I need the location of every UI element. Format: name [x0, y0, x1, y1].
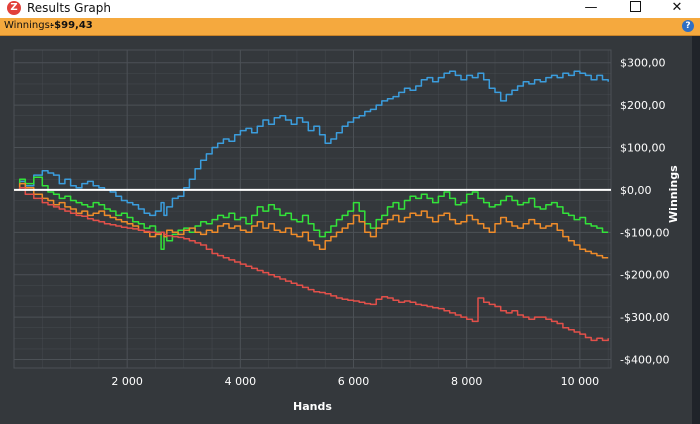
- y-tick-label: $0,00: [620, 184, 652, 197]
- y-tick-label: $200,00: [620, 99, 666, 112]
- series-line-blue: [14, 70, 609, 217]
- winnings-status-bar: Winnings: -$99,43 ?: [0, 18, 700, 36]
- results-chart[interactable]: 2 000 4 000 6 000 8 000 10 000 $300,00 $200,00…: [0, 36, 692, 424]
- series-line-red: [14, 187, 609, 342]
- title-bar[interactable]: Z Results Graph — ✕: [0, 0, 700, 18]
- y-tick-label: $100,00: [620, 142, 666, 155]
- y-tick-label: -$100,00: [620, 226, 669, 239]
- plot-area-frame: [13, 49, 612, 369]
- winnings-label: Winnings:: [4, 20, 54, 31]
- window-edge-strip: [692, 36, 700, 424]
- series-line-orange: [14, 182, 609, 259]
- maximize-button[interactable]: [612, 0, 658, 18]
- y-tick-label: -$200,00: [620, 269, 669, 282]
- x-tick-label: 8 000: [451, 375, 483, 388]
- x-tick-label: 10 000: [561, 375, 600, 388]
- window-title: Results Graph: [27, 1, 111, 15]
- series-line-green: [14, 176, 609, 251]
- help-icon[interactable]: ?: [682, 20, 694, 32]
- x-tick-label: 2 000: [111, 375, 143, 388]
- y-tick-label: -$300,00: [620, 311, 669, 324]
- x-axis-label: Hands: [293, 400, 332, 413]
- close-button[interactable]: ✕: [671, 0, 683, 15]
- maximize-icon: [629, 1, 641, 12]
- y-tick-label: $300,00: [620, 57, 666, 70]
- app-logo-icon: Z: [7, 1, 21, 15]
- winnings-value: -$99,43: [50, 20, 93, 31]
- minimize-button[interactable]: —: [584, 0, 598, 15]
- y-tick-label: -$400,00: [620, 354, 669, 367]
- x-tick-label: 4 000: [225, 375, 257, 388]
- x-tick-label: 6 000: [338, 375, 370, 388]
- y-axis-label: Winnings: [667, 165, 680, 223]
